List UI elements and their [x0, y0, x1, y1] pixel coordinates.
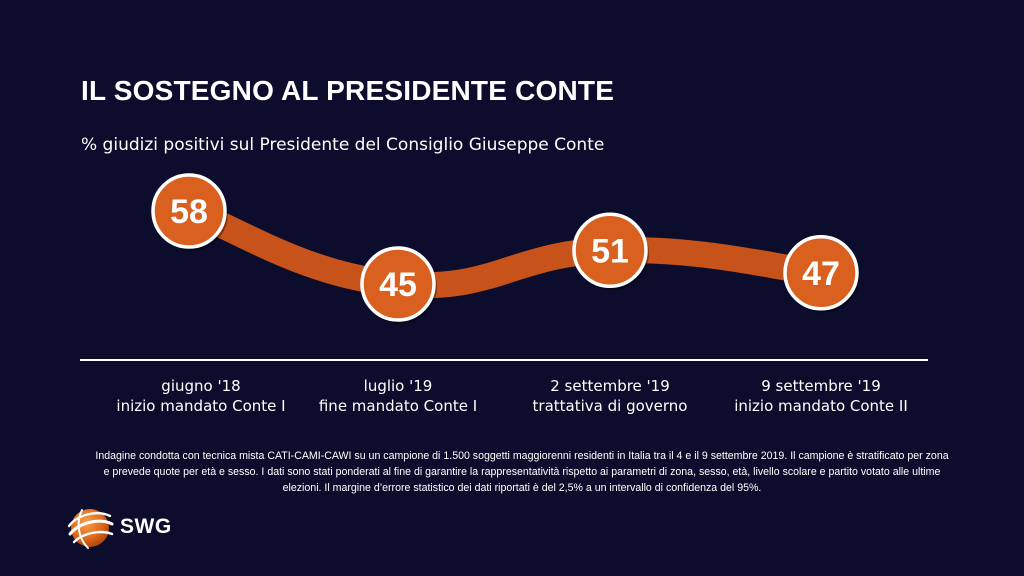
- chart-subtitle: % giudizi positivi sul Presidente del Co…: [81, 135, 605, 155]
- data-label: 58: [170, 193, 208, 231]
- series-line: [176, 198, 834, 299]
- x-tick-event: inizio mandato Conte II: [734, 397, 908, 415]
- swg-logo: SWG: [66, 504, 184, 552]
- data-point-marker: [360, 246, 436, 322]
- data-point-marker: [783, 235, 859, 311]
- x-tick-label: 9 settembre '19 inizio mandato Conte II: [711, 376, 931, 416]
- data-label: 47: [802, 255, 840, 293]
- data-label: 45: [379, 266, 417, 304]
- x-tick-date: 9 settembre '19: [761, 377, 881, 395]
- swg-logo-text: SWG: [120, 515, 172, 538]
- x-tick-label: luglio '19 fine mandato Conte I: [288, 376, 508, 416]
- x-tick-date: 2 settembre '19: [550, 377, 670, 395]
- methodology-footnote: Indagine condotta con tecnica mista CATI…: [95, 450, 949, 494]
- x-tick-label: giugno '18 inizio mandato Conte I: [91, 376, 311, 416]
- data-point: 51: [572, 212, 649, 291]
- x-tick-event: trattativa di governo: [532, 397, 688, 415]
- x-tick-event: fine mandato Conte I: [318, 397, 478, 415]
- globe-icon: [67, 509, 114, 549]
- data-point-marker: [572, 212, 648, 289]
- x-tick-label: 2 settembre '19 trattativa di governo: [500, 376, 720, 416]
- data-point-marker: [151, 173, 227, 249]
- data-point: 47: [783, 235, 860, 313]
- chart-title: IL SOSTEGNO AL PRESIDENTE CONTE: [81, 75, 615, 106]
- data-point: 58: [151, 173, 228, 251]
- data-point: 45: [360, 246, 437, 324]
- x-tick-event: inizio mandato Conte I: [116, 397, 286, 415]
- data-label: 51: [591, 232, 629, 270]
- x-tick-date: luglio '19: [363, 377, 433, 395]
- x-tick-date: giugno '18: [161, 377, 241, 395]
